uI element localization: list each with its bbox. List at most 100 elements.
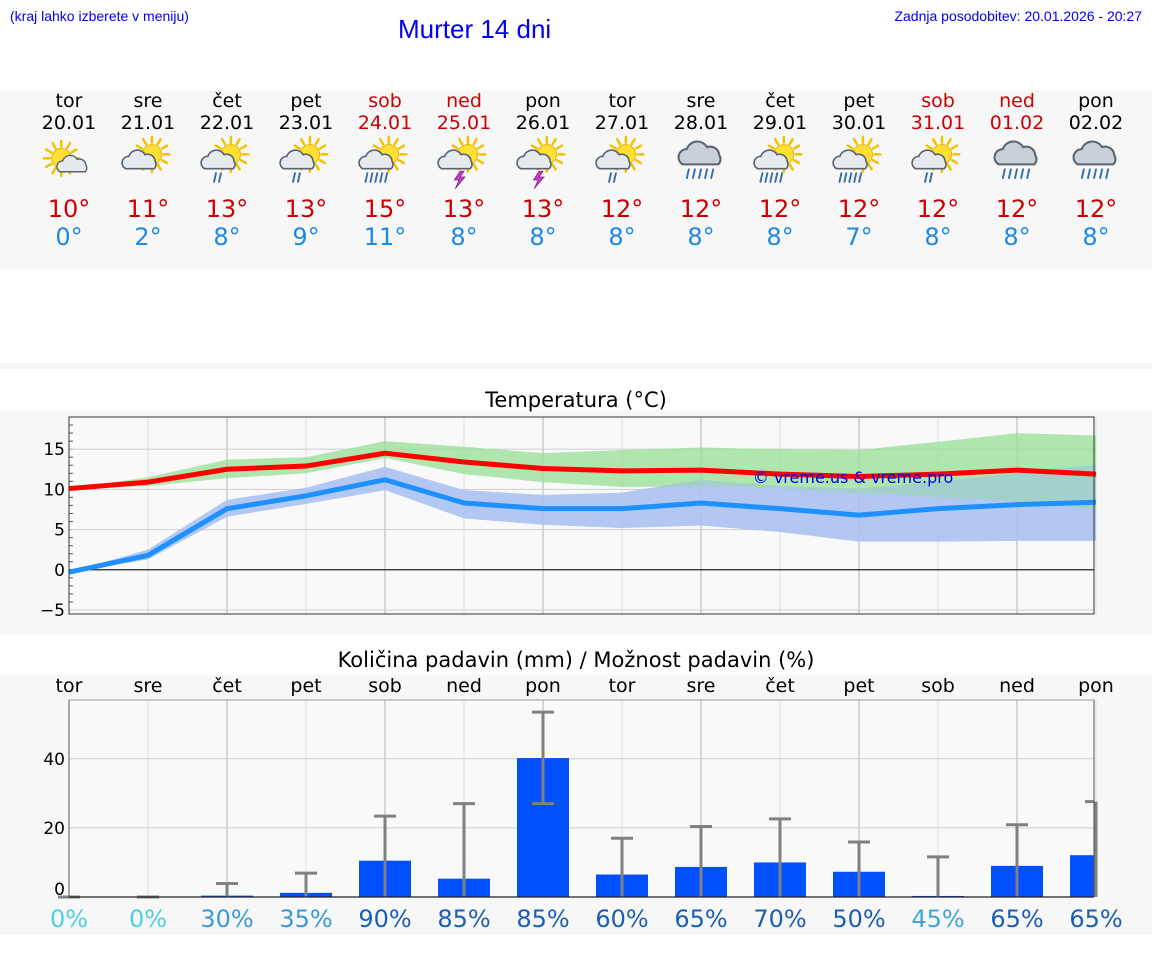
precipitation-probability: 30% <box>200 905 253 933</box>
day-column: sre 21.01 11° 2° <box>109 90 188 251</box>
day-column: ned 25.01 13° 8° <box>425 90 504 251</box>
day-name: ned <box>999 90 1035 112</box>
precipitation-probability: 35% <box>279 905 332 933</box>
category-label: tor <box>609 675 636 697</box>
day-name: pon <box>525 90 561 112</box>
category-label: sob <box>921 675 955 697</box>
y-tick-label: −5 <box>40 601 65 621</box>
y-tick-label: 0 <box>54 880 65 900</box>
daily-forecast-strip: tor 20.01 10° 0° sre 21.01 11° 2° čet 22.01 13° 8° p… <box>0 90 1152 270</box>
precipitation-chart-title: Količina padavin (mm) / Možnost padavin … <box>337 648 815 672</box>
precipitation-bar <box>1070 855 1094 897</box>
category-label: ned <box>446 675 482 697</box>
last-update-text: Zadnja posodobitev: 20.01.2026 - 20:27 <box>894 8 1142 24</box>
min-temperature: 2° <box>134 223 162 251</box>
day-date: 21.01 <box>120 112 176 134</box>
min-temperature: 8° <box>213 223 241 251</box>
day-name: ned <box>446 90 482 112</box>
category-label: ned <box>999 675 1035 697</box>
category-label: čet <box>765 675 795 697</box>
location-menu-hint[interactable]: (kraj lahko izberete v meniju) <box>10 8 189 24</box>
max-temperature: 13° <box>521 195 565 223</box>
category-label: sre <box>134 675 163 697</box>
precipitation-probability: 50% <box>832 905 885 933</box>
sun-behind-cloud-icon <box>121 135 171 173</box>
sun-thunder-icon <box>437 135 487 189</box>
day-column: sre 28.01 12° 8° <box>662 90 741 251</box>
precipitation-probability: 85% <box>516 905 569 933</box>
y-tick-label: 40 <box>43 750 65 770</box>
min-temperature: 8° <box>608 223 636 251</box>
copyright-watermark: © vreme.us & vreme.pro <box>753 468 954 487</box>
min-temperature: 8° <box>450 223 478 251</box>
precipitation-probability: 65% <box>674 905 727 933</box>
max-temperature: 10° <box>47 195 91 223</box>
precipitation-probability: 90% <box>358 905 411 933</box>
precipitation-probability: 0% <box>129 905 167 933</box>
sun-cloud-heavy-rain-icon <box>832 135 882 183</box>
y-tick-label: 20 <box>43 819 65 839</box>
section-divider <box>0 363 1152 369</box>
max-temperature: 12° <box>837 195 881 223</box>
max-temperature: 12° <box>1074 195 1118 223</box>
min-temperature: 8° <box>687 223 715 251</box>
day-date: 02.02 <box>1068 112 1124 134</box>
min-temperature: 11° <box>363 223 407 251</box>
sun-cloud-rain-icon <box>279 135 329 183</box>
day-column: pon 26.01 13° 8° <box>504 90 583 251</box>
sun-cloud-rain-icon <box>911 135 961 183</box>
temperature-chart: −5 0 5 10 15 © vreme.us & vreme.pro <box>40 416 1097 621</box>
category-label: sob <box>368 675 402 697</box>
day-name: sre <box>686 90 716 112</box>
day-column: sob 31.01 12° 8° <box>899 90 978 251</box>
category-label: tor <box>56 675 83 697</box>
min-temperature: 8° <box>924 223 952 251</box>
day-date: 23.01 <box>278 112 334 134</box>
precipitation-probability: 85% <box>437 905 490 933</box>
min-temperature: 0° <box>55 223 83 251</box>
category-label: pet <box>290 675 321 697</box>
y-tick-label: 10 <box>43 480 65 500</box>
day-column: tor 27.01 12° 8° <box>583 90 662 251</box>
day-column: čet 29.01 12° 8° <box>741 90 820 251</box>
precipitation-probability: 45% <box>911 905 964 933</box>
day-column: pon 02.02 12° 8° <box>1057 90 1136 251</box>
min-temperature: 9° <box>292 223 320 251</box>
min-temperature: 8° <box>766 223 794 251</box>
day-date: 26.01 <box>515 112 571 134</box>
sun-thunder-icon <box>516 135 566 189</box>
day-date: 25.01 <box>436 112 492 134</box>
day-date: 01.02 <box>989 112 1045 134</box>
day-date: 20.01 <box>41 112 97 134</box>
sun-cloud-rain-icon <box>200 135 250 183</box>
max-temperature: 12° <box>916 195 960 223</box>
sun-cloud-heavy-rain-icon <box>358 135 408 183</box>
day-name: pon <box>1078 90 1114 112</box>
max-temperature: 15° <box>363 195 407 223</box>
day-date: 27.01 <box>594 112 650 134</box>
day-date: 31.01 <box>910 112 966 134</box>
category-label: čet <box>212 675 242 697</box>
day-date: 28.01 <box>673 112 729 134</box>
sun-with-cloud-icon <box>42 139 88 177</box>
category-label: pon <box>525 675 561 697</box>
temperature-chart-title: Temperatura (°C) <box>485 388 667 412</box>
y-tick-label: 0 <box>54 561 65 581</box>
sun-cloud-rain-icon <box>595 135 645 183</box>
max-temperature-line <box>68 450 1097 492</box>
precipitation-probability: 65% <box>990 905 1043 933</box>
min-temperature: 8° <box>1003 223 1031 251</box>
day-name: pet <box>290 90 322 112</box>
day-name: sob <box>368 90 402 112</box>
min-temperature: 8° <box>529 223 557 251</box>
max-temperature: 12° <box>679 195 723 223</box>
precipitation-probability: 65% <box>1069 905 1122 933</box>
day-name: čet <box>212 90 242 112</box>
day-column: čet 22.01 13° 8° <box>188 90 267 251</box>
day-name: pet <box>843 90 875 112</box>
max-temperature: 12° <box>758 195 802 223</box>
day-date: 29.01 <box>752 112 808 134</box>
plot-frame <box>68 416 1095 615</box>
category-label: pon <box>1078 675 1114 697</box>
max-temperature: 11° <box>126 195 170 223</box>
